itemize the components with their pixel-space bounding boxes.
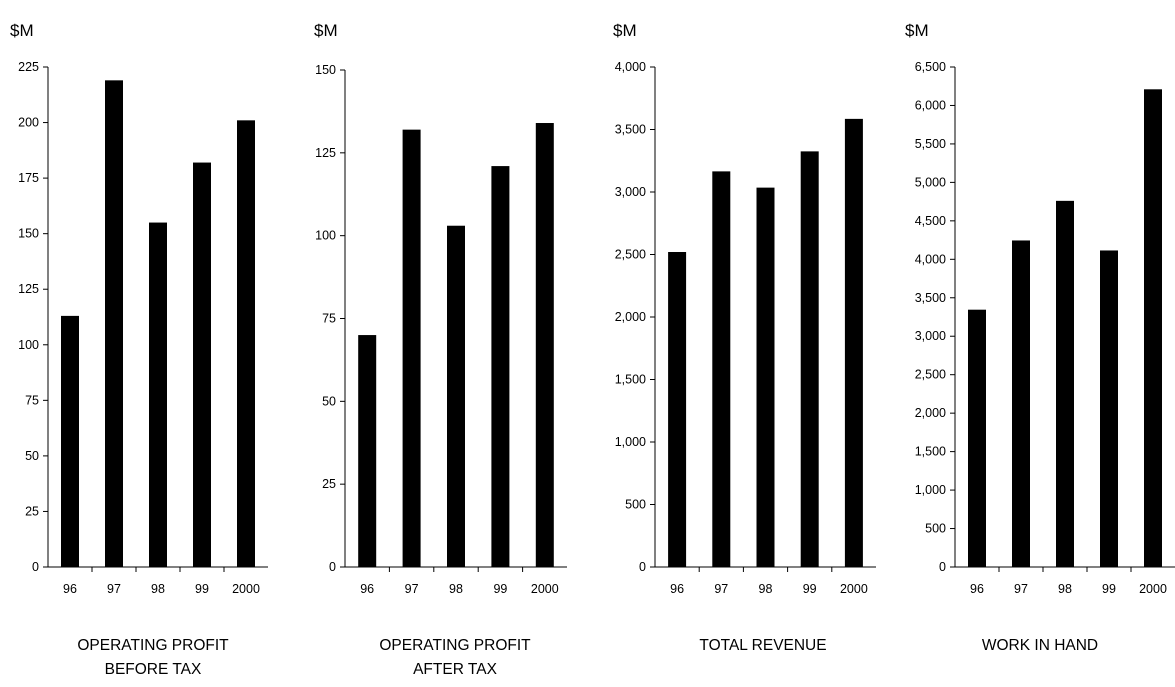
y-tick-label: 25: [322, 477, 336, 491]
bar-99: [491, 166, 510, 567]
y-tick-label: 4,000: [915, 252, 946, 266]
y-tick-label: 3,000: [915, 329, 946, 343]
x-tick-label: 99: [1102, 582, 1116, 596]
x-tick-label: 2000: [840, 582, 868, 596]
x-tick-label: 99: [195, 582, 209, 596]
y-tick-label: 150: [315, 63, 336, 77]
y-tick-label: 3,000: [615, 185, 646, 199]
x-tick-label: 97: [1014, 582, 1028, 596]
x-tick-label: 96: [63, 582, 77, 596]
bar-96: [61, 315, 79, 567]
y-tick-label: 75: [25, 393, 39, 407]
bar-2000: [535, 123, 554, 567]
bar-97: [712, 171, 731, 567]
y-tick-label: 0: [329, 560, 336, 574]
chart-title: TOTAL REVENUE: [699, 637, 826, 654]
y-tick-label: 2,500: [615, 248, 646, 262]
bar-99: [193, 162, 211, 568]
x-tick-label: 98: [759, 582, 773, 596]
chart-title: BEFORE TAX: [105, 661, 202, 678]
y-tick-label: 0: [32, 560, 39, 574]
y-tick-label: 2,500: [915, 368, 946, 382]
x-tick-label: 99: [493, 582, 507, 596]
x-tick-label: 99: [803, 582, 817, 596]
y-tick-label: 50: [25, 449, 39, 463]
chart-3: $M 0 500 1,000 1,500 2,000 2,500 3,000 3,500 4,00…: [613, 21, 876, 654]
bar-98: [149, 222, 167, 568]
y-tick-label: 4,000: [615, 60, 646, 74]
y-tick-label: 75: [322, 312, 336, 326]
y-tick-label: 5,500: [915, 137, 946, 151]
y-tick-label: 225: [18, 60, 39, 74]
x-tick-label: 96: [670, 582, 684, 596]
bar-96: [668, 252, 687, 567]
x-tick-label: 98: [1058, 582, 1072, 596]
y-tick-label: 125: [18, 282, 39, 296]
y-tick-label: 2,000: [615, 310, 646, 324]
chart-title: WORK IN HAND: [982, 637, 1098, 654]
y-tick-label: 1,500: [615, 373, 646, 387]
bar-98: [447, 225, 465, 567]
bar-97: [402, 129, 421, 567]
x-tick-label: 97: [714, 582, 728, 596]
bar-97: [1012, 240, 1030, 567]
chart-title: OPERATING PROFIT: [379, 637, 531, 654]
x-tick-label: 97: [107, 582, 121, 596]
y-tick-label: 100: [18, 338, 39, 352]
x-tick-label: 2000: [232, 582, 260, 596]
y-tick-label: 2,000: [915, 406, 946, 420]
y-tick-label: 25: [25, 504, 39, 518]
chart-2: $M 0 25 50 75 100 125 150 96 97 98 99 2000 OPERATING …: [314, 21, 567, 678]
x-tick-label: 2000: [1139, 582, 1167, 596]
y-tick-label: 6,000: [915, 98, 946, 112]
x-tick-label: 98: [151, 582, 165, 596]
bar-2000: [844, 118, 863, 567]
y-tick-label: 0: [939, 560, 946, 574]
y-tick-label: 3,500: [915, 291, 946, 305]
x-tick-label: 97: [405, 582, 419, 596]
y-tick-label: 1,000: [915, 483, 946, 497]
unit-label: $M: [314, 21, 338, 40]
y-tick-label: 4,500: [915, 214, 946, 228]
bar-97: [105, 80, 123, 567]
x-tick-label: 96: [970, 582, 984, 596]
bar-2000: [1144, 89, 1162, 568]
bar-99: [800, 151, 819, 567]
bar-2000: [237, 120, 255, 567]
unit-label: $M: [905, 21, 929, 40]
y-tick-label: 175: [18, 171, 39, 185]
x-tick-label: 98: [449, 582, 463, 596]
bar-98: [1056, 200, 1074, 567]
y-tick-label: 150: [18, 227, 39, 241]
unit-label: $M: [10, 21, 34, 40]
y-tick-label: 50: [322, 394, 336, 408]
bar-99: [1100, 250, 1118, 567]
y-tick-label: 3,500: [615, 123, 646, 137]
y-tick-label: 500: [925, 522, 946, 536]
y-tick-label: 500: [625, 498, 646, 512]
chart-1: $M 0 25 50 75 100 125 150 175 200 225 96 97 98 99 2000 O…: [10, 21, 268, 678]
y-tick-label: 6,500: [915, 60, 946, 74]
y-tick-label: 1,500: [915, 445, 946, 459]
chart-4: $M 0 500 1,000 1,500 2,000 2,500 3,000 3,500 4,00…: [905, 21, 1175, 654]
y-tick-label: 100: [315, 229, 336, 243]
unit-label: $M: [613, 21, 637, 40]
chart-title: OPERATING PROFIT: [77, 637, 229, 654]
x-tick-label: 96: [360, 582, 374, 596]
y-tick-label: 200: [18, 116, 39, 130]
y-tick-label: 125: [315, 146, 336, 160]
y-tick-label: 5,000: [915, 175, 946, 189]
y-tick-label: 1,000: [615, 435, 646, 449]
x-tick-label: 2000: [531, 582, 559, 596]
chart-title: AFTER TAX: [413, 661, 497, 678]
bar-96: [968, 309, 986, 567]
y-tick-label: 0: [639, 560, 646, 574]
bar-98: [756, 187, 775, 567]
bar-96: [358, 335, 377, 567]
